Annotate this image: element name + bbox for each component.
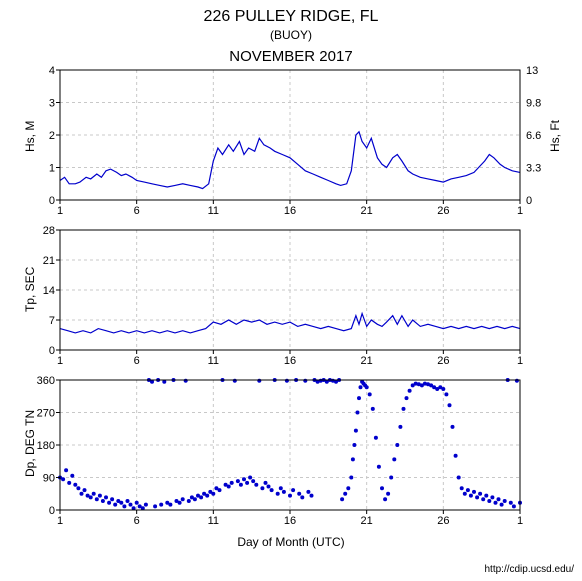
svg-text:21: 21 [361, 355, 373, 367]
svg-text:7: 7 [49, 315, 55, 327]
panel1-ylabel-left: Hs, M [23, 112, 37, 152]
svg-text:2: 2 [49, 130, 55, 142]
panel3-dp: 09018027036016111621261 [60, 380, 520, 510]
title-sub: (BUOY) [0, 28, 582, 42]
svg-text:0: 0 [49, 345, 55, 357]
svg-text:1: 1 [57, 355, 63, 367]
panel2-svg: 0714212816111621261 [60, 230, 520, 370]
svg-text:0: 0 [49, 505, 55, 517]
svg-text:26: 26 [437, 355, 449, 367]
svg-text:11: 11 [208, 205, 219, 217]
svg-text:90: 90 [43, 473, 55, 485]
svg-text:0: 0 [526, 195, 532, 207]
panel1-svg: 0123403.36.69.81316111621261 [60, 70, 520, 220]
title-month: NOVEMBER 2017 [0, 48, 582, 65]
footer-link[interactable]: http://cdip.ucsd.edu/ [484, 564, 574, 575]
svg-text:9.8: 9.8 [526, 98, 541, 110]
panel2-tp: 0714212816111621261 [60, 230, 520, 350]
svg-text:21: 21 [361, 205, 373, 217]
svg-text:4: 4 [49, 65, 55, 77]
chart-page: 226 PULLEY RIDGE, FL (BUOY) NOVEMBER 201… [0, 0, 582, 581]
svg-text:1: 1 [49, 163, 55, 175]
svg-text:3.3: 3.3 [526, 163, 541, 175]
svg-text:16: 16 [284, 515, 296, 527]
svg-text:16: 16 [284, 355, 296, 367]
svg-text:3: 3 [49, 98, 55, 110]
svg-text:1: 1 [57, 515, 63, 527]
svg-text:28: 28 [43, 225, 55, 237]
panel1-ylabel-right: Hs, Ft [548, 112, 562, 152]
svg-text:6: 6 [134, 515, 140, 527]
svg-text:6: 6 [134, 355, 140, 367]
svg-text:1: 1 [517, 355, 523, 367]
svg-text:21: 21 [43, 255, 55, 267]
panel1-hs: 0123403.36.69.81316111621261 [60, 70, 520, 200]
svg-text:180: 180 [37, 440, 55, 452]
title-main: 226 PULLEY RIDGE, FL [0, 8, 582, 26]
svg-text:26: 26 [437, 205, 449, 217]
svg-text:14: 14 [43, 285, 55, 297]
svg-text:1: 1 [517, 205, 523, 217]
panel2-ylabel-left: Tp, SEC [23, 262, 37, 312]
panel3-ylabel-left: Dp, DEG TN [23, 407, 37, 477]
panel3-svg: 09018027036016111621261 [60, 380, 520, 530]
x-axis-label: Day of Month (UTC) [0, 535, 582, 549]
svg-text:1: 1 [57, 205, 63, 217]
svg-text:1: 1 [517, 515, 523, 527]
svg-text:16: 16 [284, 205, 296, 217]
svg-text:6: 6 [134, 205, 140, 217]
svg-text:0: 0 [49, 195, 55, 207]
svg-text:13: 13 [526, 65, 538, 77]
svg-text:21: 21 [361, 515, 373, 527]
svg-text:11: 11 [208, 515, 219, 527]
svg-text:6.6: 6.6 [526, 130, 541, 142]
svg-text:11: 11 [208, 355, 219, 367]
svg-text:270: 270 [37, 408, 55, 420]
svg-text:360: 360 [37, 375, 55, 387]
svg-text:26: 26 [437, 515, 449, 527]
